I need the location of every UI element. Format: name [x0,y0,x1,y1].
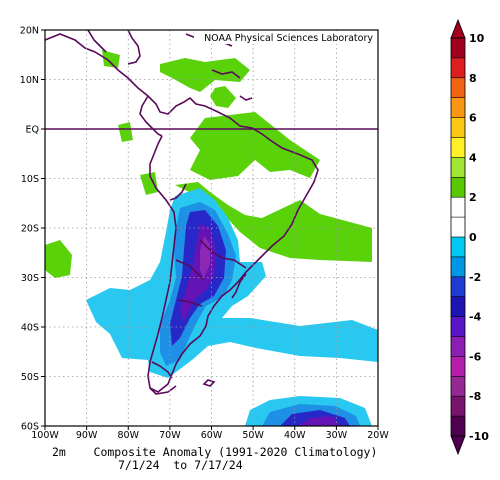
colorbar-segment [451,117,465,138]
colorbar-segment [451,77,465,98]
colorbar-segment [451,197,465,218]
lat-label: EQ [26,125,39,136]
colorbar-segment [451,57,465,79]
anomaly-fields [45,30,378,426]
colorbar-segment [451,237,465,258]
credit-label: NOAA Physical Sciences Laboratory [204,33,373,44]
lat-label: 20N [20,26,39,37]
lat-label: 30S [21,273,39,284]
latitude-labels: 20N 10N EQ 10S 20S 30S 40S 50S 60S [20,26,45,433]
colorbar: 10 8 6 4 2 0 -2 -4 -6 -8 -10 [450,18,489,456]
lat-label: 10S [21,174,39,185]
lon-label: 20W [367,430,389,441]
lon-label: 40W [284,430,306,441]
colorbar-label: -4 [469,311,482,324]
lat-label: 20S [21,224,39,235]
lat-label: 50S [21,372,39,383]
colorbar-segment [451,336,465,357]
colorbar-label: -6 [469,350,482,363]
credit-background [194,31,376,44]
colorbar-label: -8 [469,390,481,403]
colorbar-label: -10 [469,430,489,443]
colorbar-segment [451,177,465,198]
colorbar-segment [451,296,465,317]
antarctic-anomaly [245,396,372,426]
colorbar-segment [451,217,465,238]
lon-label: 80W [118,430,140,441]
coastlines [45,30,319,395]
lon-label: 90W [76,430,98,441]
colorbar-segment [451,256,465,278]
lon-label: 100W [31,430,59,441]
colorbar-top-arrow [450,18,466,39]
lon-label: 60W [201,430,223,441]
colorbar-segment [451,316,465,337]
lat-label: 60S [21,422,39,433]
colorbar-label: 0 [469,231,477,244]
lon-label: 30W [326,430,348,441]
colorbar-segment [451,416,465,437]
colorbar-bottom-arrow [450,435,466,456]
colorbar-label: -2 [469,271,481,284]
longitude-labels: 100W 90W 80W 70W 60W 50W 40W 30W 20W [31,426,389,441]
colorbar-segment [451,157,465,178]
colorbar-label: 6 [469,112,477,125]
lat-lon-grid [45,30,378,426]
lon-label: 50W [242,430,264,441]
colorbar-segment [451,97,465,118]
colorbar-label: 2 [469,191,477,204]
colorbar-segment [451,38,465,59]
lon-label: 70W [159,430,181,441]
lat-label: 10N [20,75,39,86]
colorbar-label: 8 [469,72,477,85]
colorbar-segment [451,376,465,397]
colorbar-segment [451,396,465,417]
colorbar-segment [451,137,465,158]
caption-line-2: 7/1/24 to 7/17/24 [118,458,243,472]
colorbar-segment [451,356,465,377]
colorbar-segment [451,276,465,297]
caption-line-1: 2m Composite Anomaly (1991-2020 Climatol… [52,445,378,459]
colorbar-label: 4 [469,151,477,164]
colorbar-label: 10 [469,32,485,45]
lat-label: 40S [21,323,39,334]
